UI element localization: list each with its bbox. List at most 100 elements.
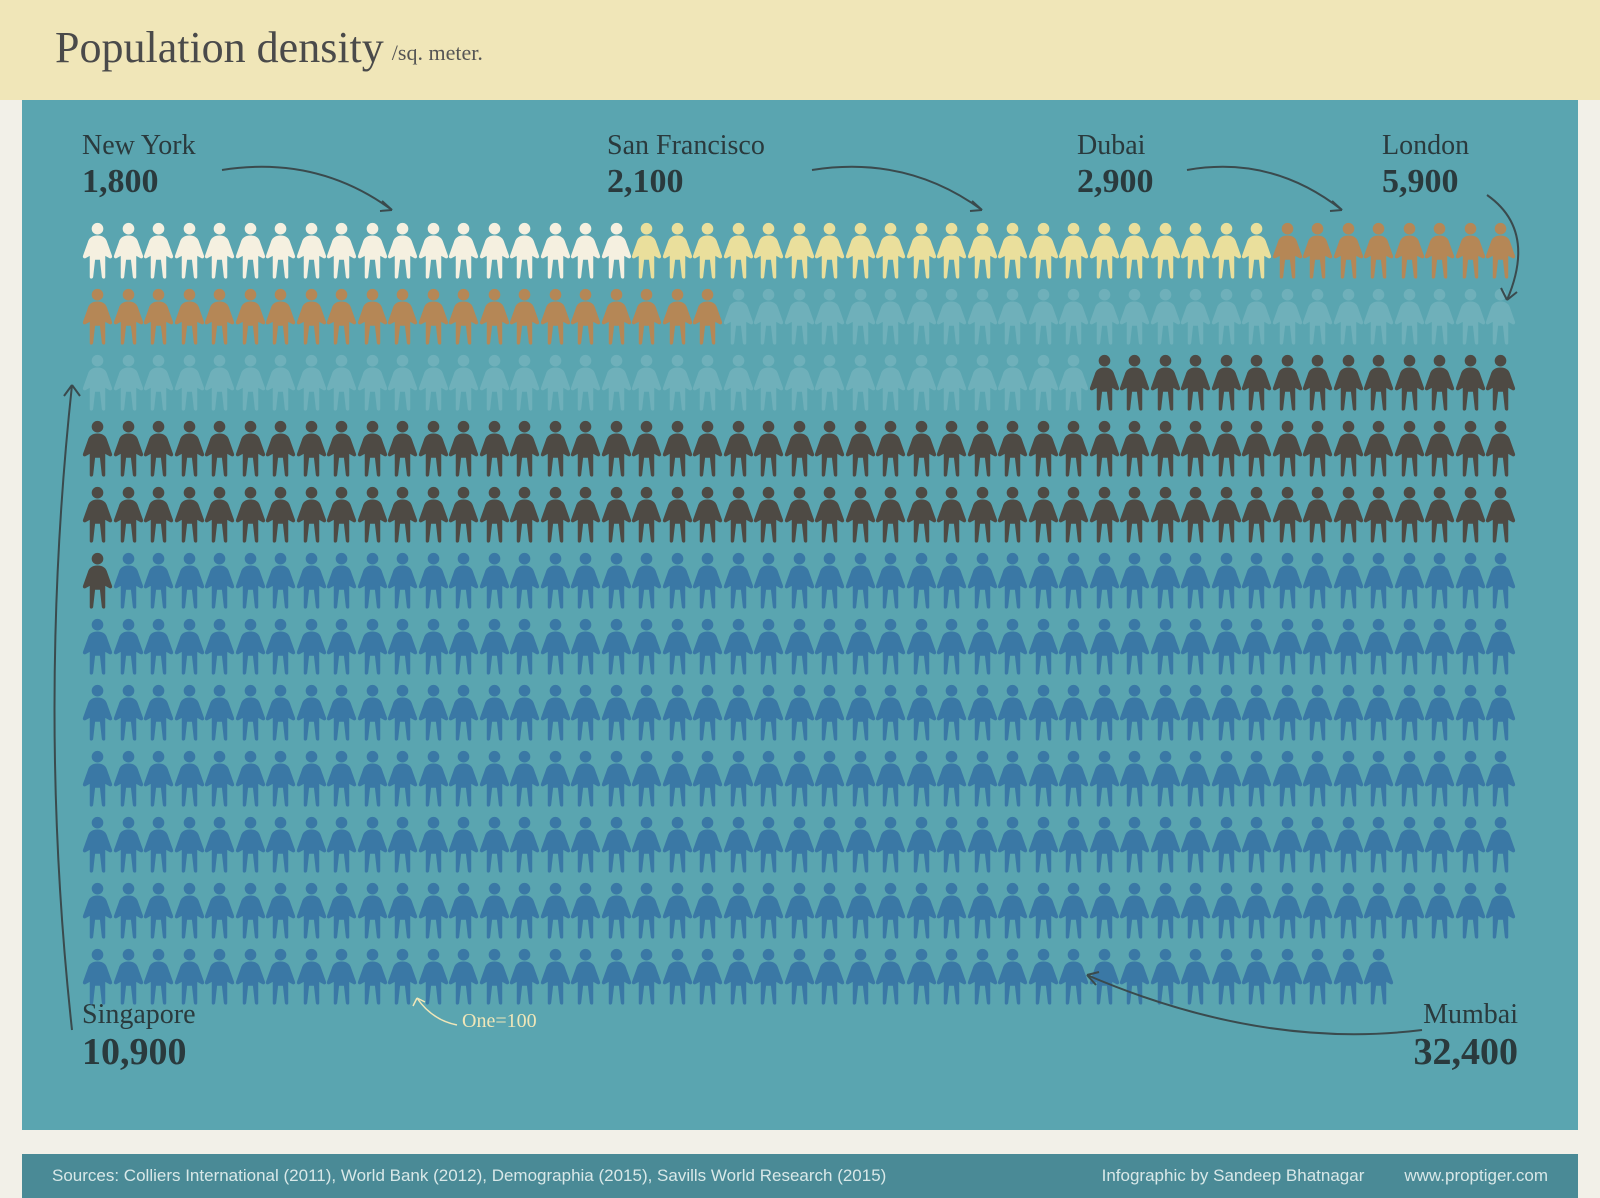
person-icon (387, 748, 418, 808)
person-icon (997, 550, 1028, 610)
person-icon (540, 550, 571, 610)
person-icon (1272, 748, 1303, 808)
person-icon (1485, 352, 1516, 412)
person-icon (326, 616, 357, 676)
person-icon (1150, 418, 1181, 478)
person-icon (1119, 748, 1150, 808)
person-icon (1455, 880, 1486, 940)
person-icon (662, 220, 693, 280)
person-icon (479, 418, 510, 478)
person-icon (540, 418, 571, 478)
person-icon (1211, 748, 1242, 808)
person-icon (692, 220, 723, 280)
person-icon (204, 814, 235, 874)
person-icon (1302, 286, 1333, 346)
person-icon (662, 418, 693, 478)
person-icon (143, 946, 174, 1006)
person-icon (906, 550, 937, 610)
person-icon (326, 418, 357, 478)
person-icon (753, 550, 784, 610)
city-name: London (1382, 130, 1469, 162)
person-icon (174, 682, 205, 742)
person-icon (1394, 484, 1425, 544)
person-icon (936, 220, 967, 280)
person-icon (753, 880, 784, 940)
person-icon (479, 880, 510, 940)
person-icon (784, 880, 815, 940)
person-icon (265, 220, 296, 280)
person-icon (235, 418, 266, 478)
person-icon (875, 352, 906, 412)
person-icon (1180, 616, 1211, 676)
person-icon (509, 550, 540, 610)
person-icon (113, 748, 144, 808)
person-icon (448, 286, 479, 346)
person-icon (723, 352, 754, 412)
person-icon (387, 418, 418, 478)
person-icon (296, 352, 327, 412)
person-icon (1241, 352, 1272, 412)
person-icon (1363, 616, 1394, 676)
person-icon (387, 682, 418, 742)
person-icon (1150, 748, 1181, 808)
person-icon (875, 484, 906, 544)
arrow-newyork-icon (217, 155, 407, 225)
person-icon (1333, 286, 1364, 346)
person-icon (1272, 880, 1303, 940)
person-icon (814, 418, 845, 478)
person-icon (509, 286, 540, 346)
person-icon (1089, 550, 1120, 610)
person-icon (875, 616, 906, 676)
person-icon (235, 484, 266, 544)
person-icon (479, 946, 510, 1006)
person-icon (540, 616, 571, 676)
person-icon (1333, 352, 1364, 412)
person-icon (448, 418, 479, 478)
person-icon (448, 748, 479, 808)
person-icon (967, 814, 998, 874)
person-icon (448, 550, 479, 610)
person-icon (1058, 748, 1089, 808)
person-icon (479, 682, 510, 742)
person-icon (1302, 616, 1333, 676)
person-icon (143, 418, 174, 478)
person-icon (357, 484, 388, 544)
person-icon (1394, 352, 1425, 412)
person-icon (1241, 550, 1272, 610)
person-icon (1089, 748, 1120, 808)
person-icon (784, 418, 815, 478)
person-icon (1211, 418, 1242, 478)
person-icon (1089, 946, 1120, 1006)
person-icon (1424, 550, 1455, 610)
person-icon (753, 220, 784, 280)
person-icon (967, 286, 998, 346)
person-icon (113, 682, 144, 742)
person-icon (1028, 484, 1059, 544)
person-icon (82, 946, 113, 1006)
person-icon (662, 748, 693, 808)
person-icon (479, 220, 510, 280)
person-icon (357, 682, 388, 742)
person-icon (113, 352, 144, 412)
picto-row (82, 748, 1518, 808)
person-icon (143, 286, 174, 346)
person-icon (1119, 880, 1150, 940)
person-icon (1211, 946, 1242, 1006)
person-icon (479, 286, 510, 346)
person-icon (875, 880, 906, 940)
person-icon (1180, 484, 1211, 544)
person-icon (692, 484, 723, 544)
person-icon (1424, 352, 1455, 412)
person-icon (1302, 484, 1333, 544)
person-icon (1241, 286, 1272, 346)
person-icon (875, 748, 906, 808)
picto-row (82, 814, 1518, 874)
person-icon (143, 682, 174, 742)
person-icon (448, 352, 479, 412)
person-icon (1089, 880, 1120, 940)
person-icon (631, 880, 662, 940)
person-icon (906, 814, 937, 874)
person-icon (326, 814, 357, 874)
person-icon (723, 748, 754, 808)
person-icon (601, 880, 632, 940)
